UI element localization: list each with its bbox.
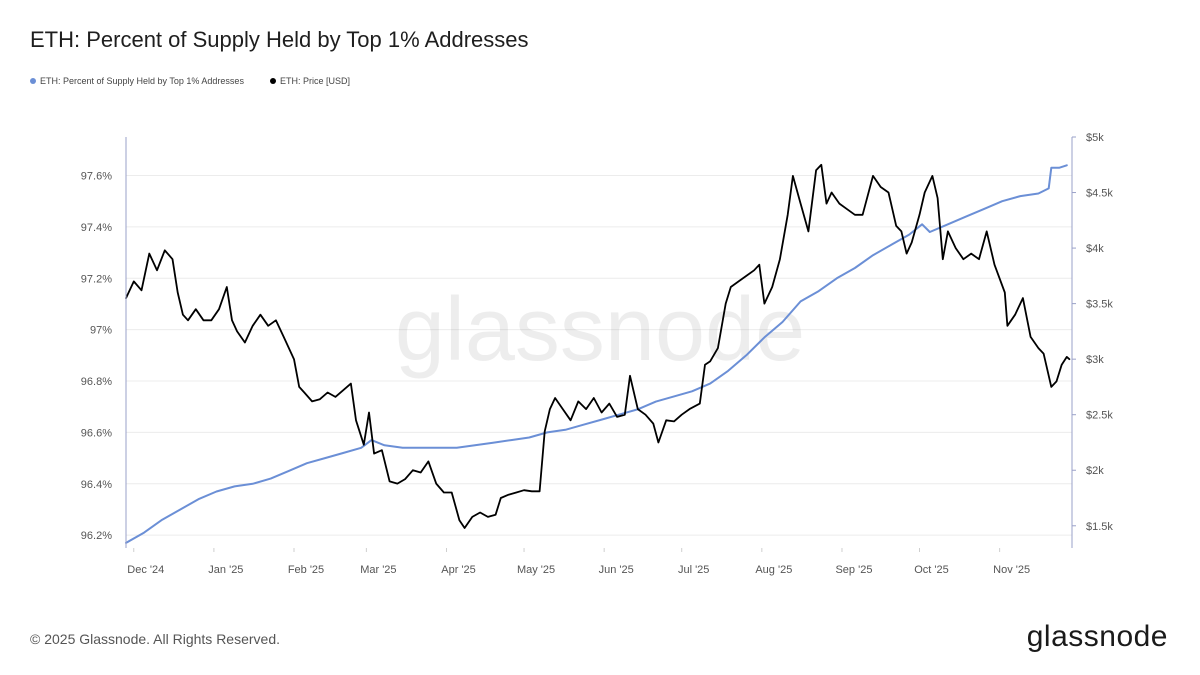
y-left-tick-label: 96.6%: [81, 427, 112, 439]
axes: 96.2% 96.4% 96.6% 96.8% 97% 97.2% 97.4% 97.6% $1…: [81, 132, 1114, 576]
x-tick-label: Jun '25: [599, 564, 634, 576]
legend-dot-price: [269, 78, 276, 84]
x-tick-label: Feb '25: [288, 564, 324, 576]
legend-label-price: ETH: Price [USD]: [279, 76, 350, 86]
x-tick-label: Jan '25: [208, 564, 243, 576]
y-left-tick-label: 97.4%: [81, 222, 112, 234]
x-tick-label: May '25: [517, 564, 555, 576]
y-left-tick-label: 97.2%: [81, 273, 112, 285]
y-left-tick-label: 96.4%: [81, 479, 112, 491]
x-tick-label: Jul '25: [678, 564, 709, 576]
x-tick-label: Sep '25: [835, 564, 872, 576]
y-left-tick-label: 96.8%: [81, 376, 112, 388]
brand-logo[interactable]: glassnode: [1026, 620, 1168, 653]
y-right-tick-label: $3.5k: [1086, 299, 1113, 311]
supply-share-line: [125, 164, 1068, 544]
series-lines: [125, 163, 1071, 544]
x-tick-label: Oct '25: [914, 564, 949, 576]
grid-lines: [126, 175, 1072, 536]
x-tick-label: Dec '24: [127, 564, 164, 576]
x-tick-label: Mar '25: [360, 564, 396, 576]
watermark-text: glassnode: [395, 280, 805, 380]
y-right-tick-label: $4.5k: [1086, 188, 1113, 200]
price-line: [125, 163, 1071, 529]
legend: ETH: Percent of Supply Held by Top 1% Ad…: [30, 76, 350, 86]
copyright-text: © 2025 Glassnode. All Rights Reserved.: [30, 631, 281, 647]
legend-item-price[interactable]: ETH: Price [USD]: [269, 76, 350, 86]
y-right-tick-label: $3k: [1086, 354, 1104, 366]
y-left-tick-label: 97.6%: [81, 171, 112, 183]
legend-dot-supply: [30, 78, 36, 84]
y-right-tick-label: $2.5k: [1086, 410, 1113, 422]
y-right-tick-label: $1.5k: [1086, 521, 1113, 533]
y-right-tick-label: $5k: [1086, 132, 1104, 144]
y-left-tick-label: 96.2%: [81, 530, 112, 542]
x-tick-label: Aug '25: [755, 564, 792, 576]
x-tick-label: Nov '25: [993, 564, 1030, 576]
chart-title: ETH: Percent of Supply Held by Top 1% Ad…: [30, 27, 529, 52]
y-right-tick-label: $2k: [1086, 465, 1104, 477]
y-left-tick-label: 97%: [90, 325, 112, 337]
legend-label-supply: ETH: Percent of Supply Held by Top 1% Ad…: [40, 76, 244, 86]
y-right-tick-label: $4k: [1086, 243, 1104, 255]
legend-item-supply[interactable]: ETH: Percent of Supply Held by Top 1% Ad…: [30, 76, 244, 86]
x-tick-label: Apr '25: [441, 564, 476, 576]
